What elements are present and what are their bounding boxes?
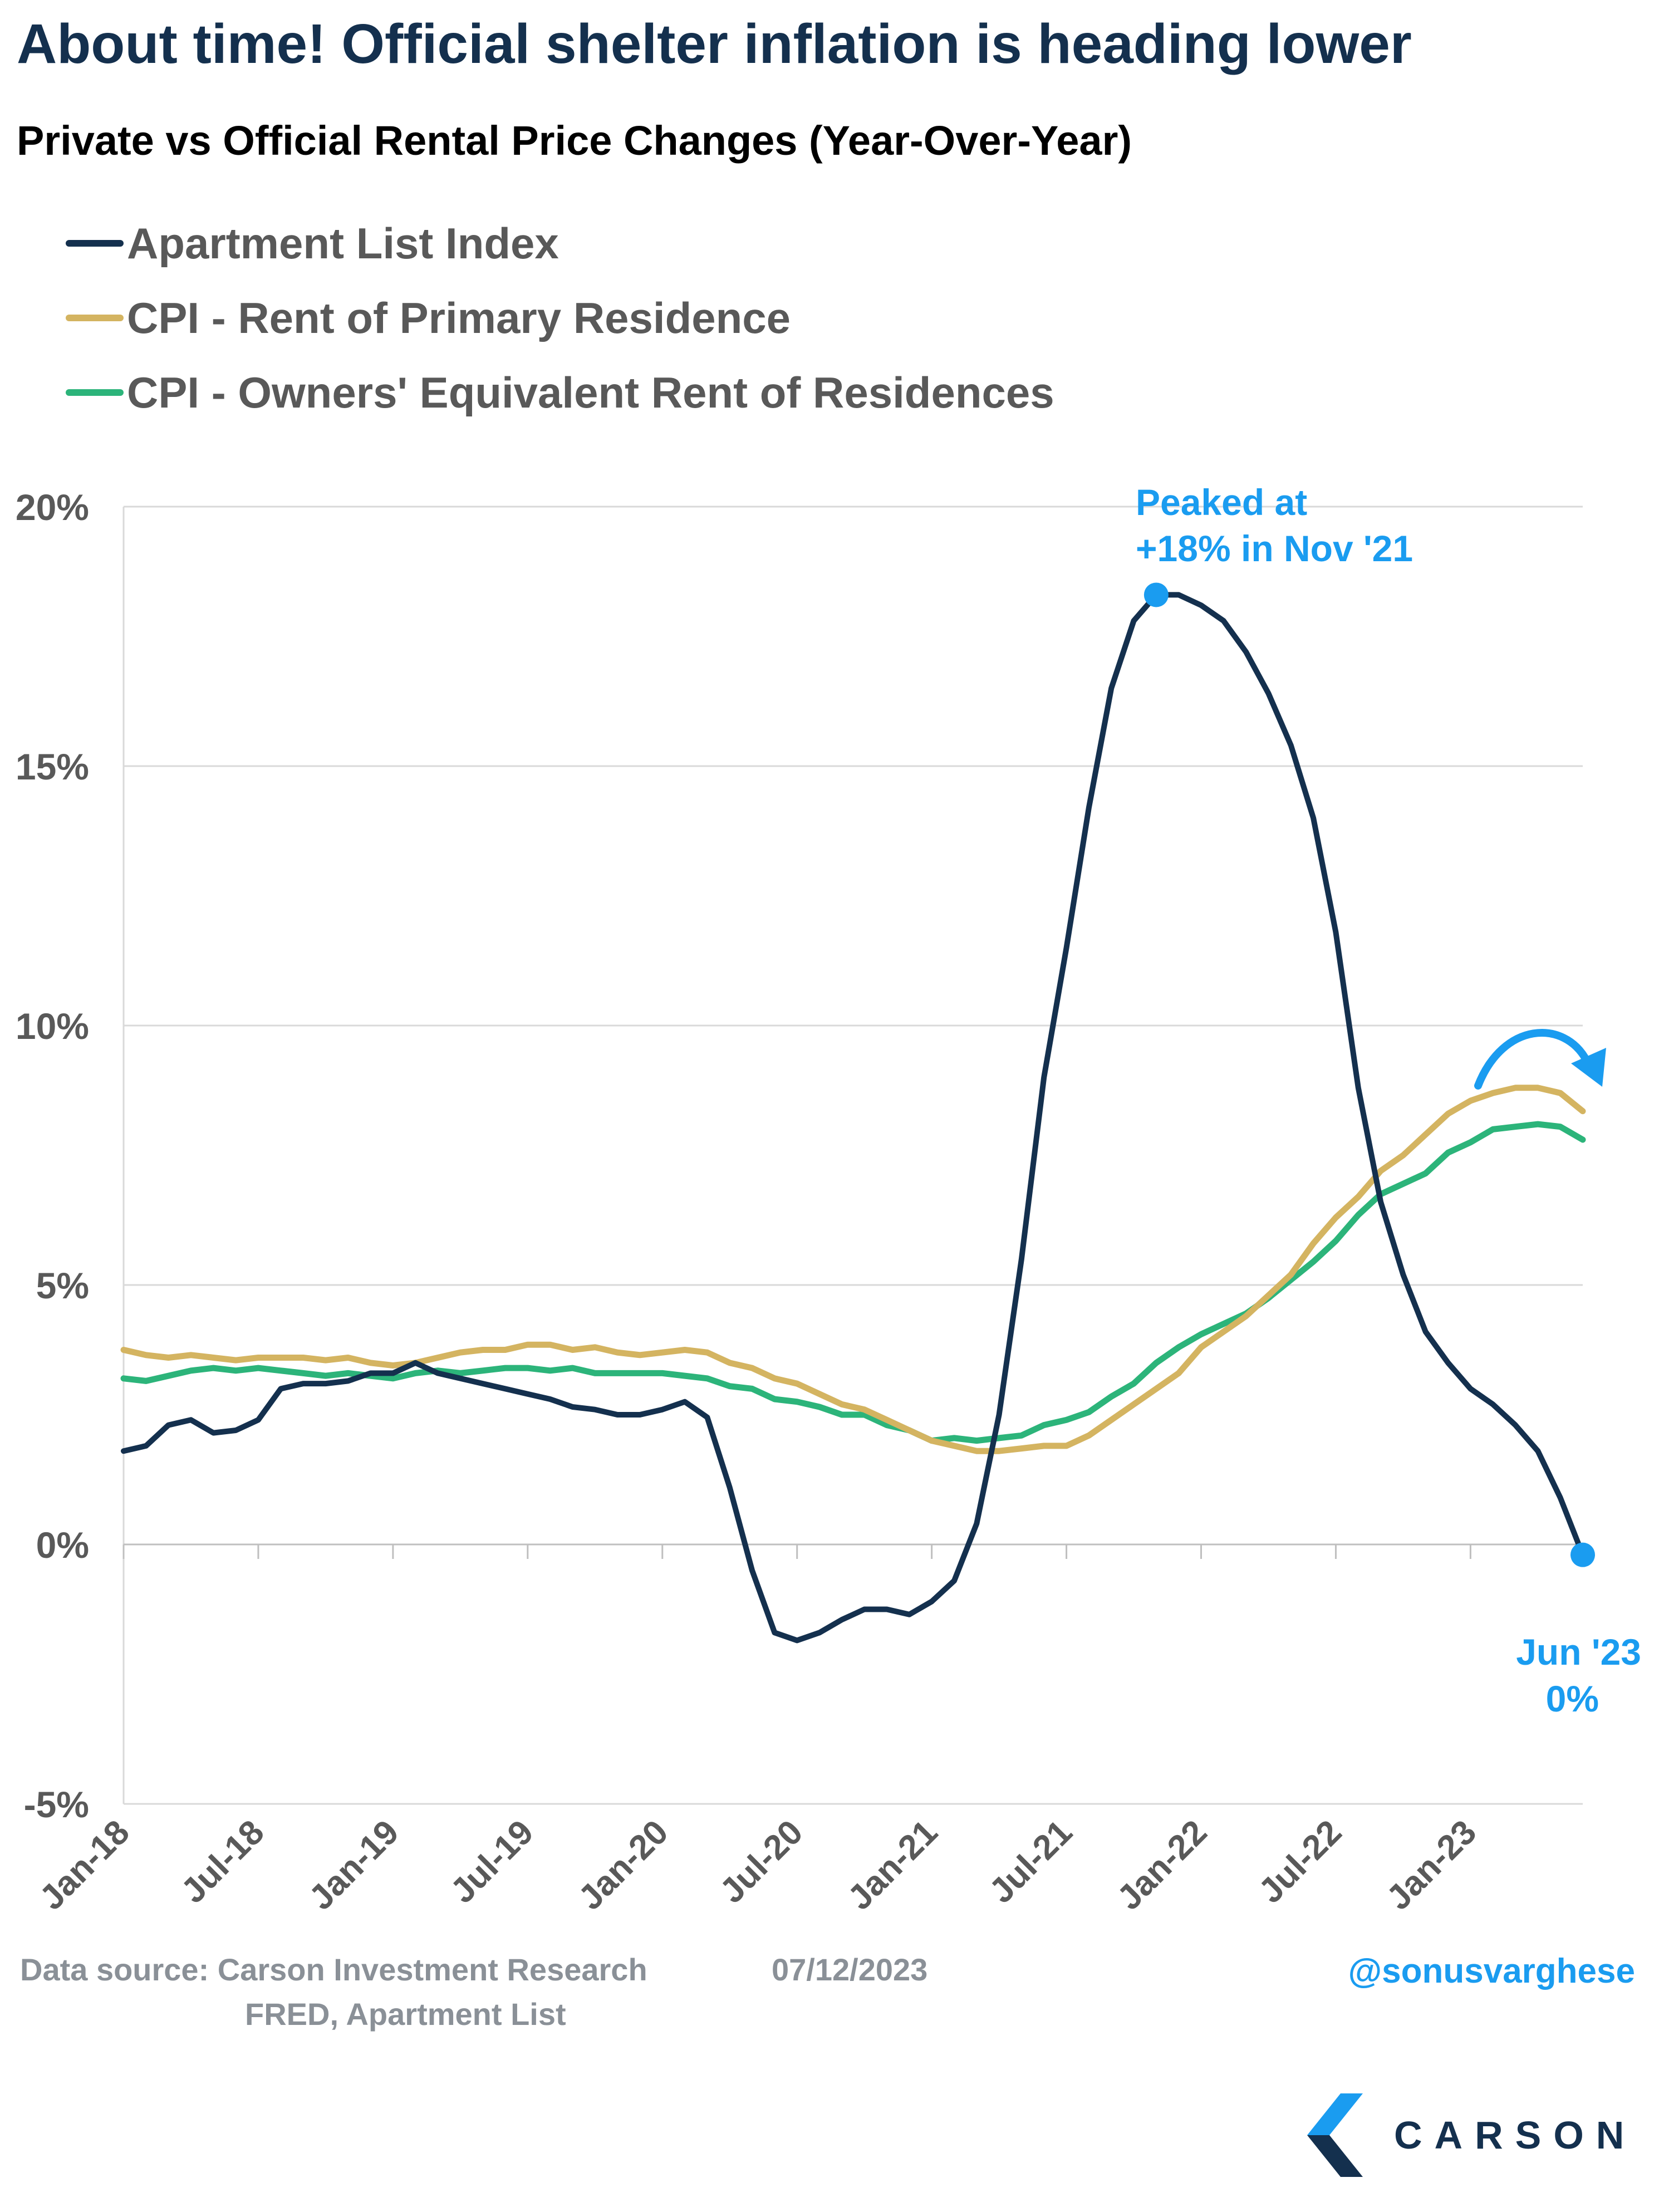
data-source-label: Data source: Carson Investment Research xyxy=(20,1952,647,1987)
legend-swatch-apartment-list xyxy=(66,240,124,247)
series-line-apartment-list xyxy=(121,592,1586,1644)
legend-label-apartment-list: Apartment List Index xyxy=(127,218,559,268)
x-tick-label: Jan-21 xyxy=(841,1813,945,1917)
x-tick-label: Jul-21 xyxy=(982,1813,1080,1911)
latest-annotation-line2: 0% xyxy=(1546,1678,1599,1719)
legend-swatch-cpi-oer xyxy=(66,389,124,396)
legend-swatch-cpi-rent xyxy=(66,315,124,321)
x-tick-label: Jan-19 xyxy=(302,1813,406,1917)
y-tick-label: 10% xyxy=(16,1006,89,1047)
peak-annotation-line2: +18% in Nov '21 xyxy=(1136,528,1413,569)
latest-annotation-line1: Jun '23 xyxy=(1516,1631,1641,1673)
line-chart: -5% 0% 5% 10% 15% 20% Jan-18 Jul-18 Jan-19 Jul-19… xyxy=(16,482,1641,1917)
x-tick-label: Jan-20 xyxy=(571,1813,676,1917)
legend-item-apartment-list: Apartment List Index xyxy=(66,206,1054,281)
carson-chevron-logo-icon xyxy=(1307,2093,1363,2177)
chart-title: About time! Official shelter inflation i… xyxy=(17,13,1412,75)
publish-date: 07/12/2023 xyxy=(772,1952,928,1987)
x-tick-label: Jul-18 xyxy=(174,1813,272,1911)
latest-marker xyxy=(1570,1542,1595,1567)
logo-wordmark: CARSON xyxy=(1394,2113,1637,2157)
y-tick-label: 20% xyxy=(16,487,89,528)
x-tick-label: Jul-20 xyxy=(713,1813,811,1911)
annotations: Peaked at +18% in Nov '21 Jun '23 0% xyxy=(1136,482,1641,1719)
x-tick-label: Jan-23 xyxy=(1380,1813,1484,1917)
legend-label-cpi-rent: CPI - Rent of Primary Residence xyxy=(127,293,791,342)
series-lines xyxy=(120,592,1586,1644)
series-line-cpi-oer xyxy=(120,1121,1586,1444)
legend: Apartment List Index CPI - Rent of Prima… xyxy=(66,206,1054,430)
x-tick-label: Jan-18 xyxy=(32,1813,137,1917)
legend-item-cpi-oer: CPI - Owners' Equivalent Rent of Residen… xyxy=(66,355,1054,430)
x-tick-label: Jul-22 xyxy=(1251,1813,1349,1911)
arrow-head-icon xyxy=(1571,1048,1606,1087)
y-tick-label: -5% xyxy=(24,1784,89,1825)
x-tick-label: Jul-19 xyxy=(443,1813,541,1911)
grid-lines xyxy=(124,506,1583,1805)
y-tick-label: 15% xyxy=(16,746,89,787)
peak-marker xyxy=(1143,582,1169,607)
curved-arrow-icon xyxy=(1474,1029,1591,1090)
author-handle: @sonusvarghese xyxy=(1348,1952,1635,1990)
axes: -5% 0% 5% 10% 15% 20% Jan-18 Jul-18 Jan-19 Jul-19… xyxy=(16,487,1583,1917)
y-tick-label: 0% xyxy=(36,1524,89,1566)
data-source-label-2: FRED, Apartment List xyxy=(245,1997,566,2032)
carson-logo: CARSON xyxy=(1307,2093,1636,2177)
chart-subtitle: Private vs Official Rental Price Changes… xyxy=(17,117,1132,164)
y-tick-label: 5% xyxy=(36,1265,89,1306)
legend-label-cpi-oer: CPI - Owners' Equivalent Rent of Residen… xyxy=(127,367,1054,417)
peak-annotation-line1: Peaked at xyxy=(1136,482,1307,523)
series-line-cpi-rent xyxy=(120,1085,1586,1454)
legend-item-cpi-rent: CPI - Rent of Primary Residence xyxy=(66,281,1054,355)
x-tick-label: Jan-22 xyxy=(1110,1813,1215,1917)
